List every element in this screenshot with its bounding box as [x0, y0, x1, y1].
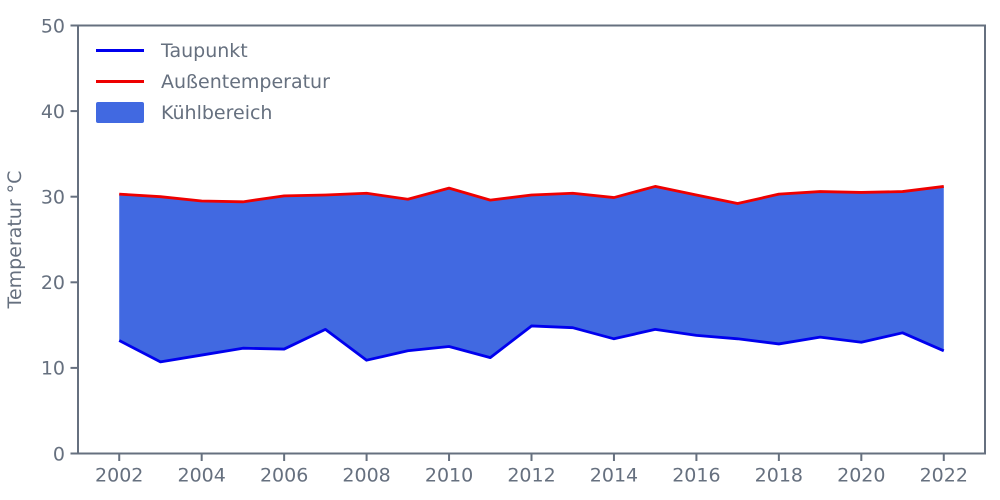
- chart-legend: Taupunkt Außentemperatur Kühlbereich: [96, 39, 330, 124]
- y-tick-label: 40: [41, 101, 65, 123]
- x-tick-label: 2002: [95, 465, 143, 487]
- legend-item-kuehlbereich: Kühlbereich: [96, 101, 330, 124]
- aussentemperatur-line-swatch: [96, 80, 144, 83]
- taupunkt-line-swatch: [96, 49, 144, 52]
- plot-border: [77, 24, 986, 455]
- y-axis-title: Temperatur °C: [4, 171, 26, 310]
- x-tick-label: 2010: [425, 465, 473, 487]
- x-tick-label: 2018: [755, 465, 803, 487]
- x-tick-label: 2014: [590, 465, 638, 487]
- kuehlbereich-area-swatch: [96, 102, 144, 123]
- legend-item-taupunkt: Taupunkt: [96, 39, 330, 62]
- x-tick-label: 2016: [672, 465, 720, 487]
- y-tick-label: 20: [41, 272, 65, 294]
- x-tick-label: 2012: [507, 465, 555, 487]
- x-tick-label: 2020: [837, 465, 885, 487]
- x-tick-label: 2004: [178, 465, 226, 487]
- cooling-band-area: [119, 186, 944, 362]
- legend-label-kuehlbereich: Kühlbereich: [161, 101, 273, 124]
- y-tick-label: 0: [53, 443, 65, 465]
- x-tick-label: 2008: [342, 465, 390, 487]
- aussentemperatur-line: [119, 185, 944, 205]
- taupunkt-line: [118, 324, 945, 364]
- legend-label-taupunkt: Taupunkt: [161, 39, 248, 62]
- legend-label-aussentemperatur: Außentemperatur: [161, 70, 330, 93]
- x-tick-label: 2006: [260, 465, 308, 487]
- x-tick-label: 2022: [920, 465, 968, 487]
- y-tick-label: 50: [41, 15, 65, 37]
- y-tick-label: 30: [41, 187, 65, 209]
- legend-item-aussentemperatur: Außentemperatur: [96, 70, 330, 93]
- y-tick-label: 10: [41, 358, 65, 380]
